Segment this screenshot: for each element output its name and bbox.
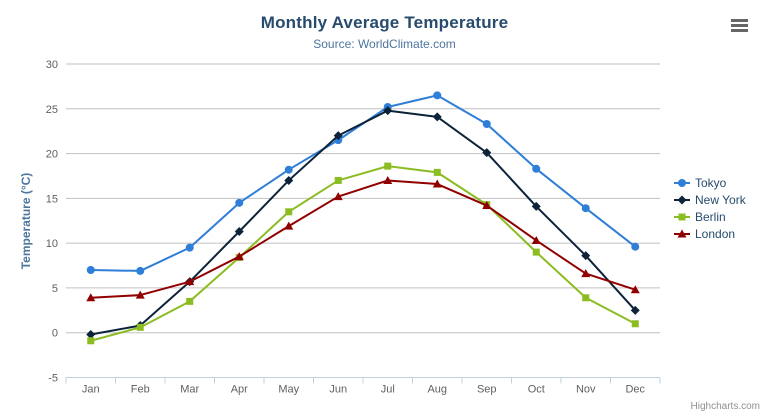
data-point-london[interactable]	[630, 285, 640, 294]
export-menu-button[interactable]	[731, 19, 748, 32]
data-point-london[interactable]	[185, 277, 195, 286]
series-line-tokyo[interactable]	[89, 94, 637, 272]
data-point-tokyo[interactable]	[631, 242, 640, 251]
data-point-tokyo[interactable]	[433, 91, 442, 100]
data-point-new-york[interactable]	[86, 330, 96, 340]
data-point-berlin[interactable]	[285, 208, 293, 216]
legend-item-label: Tokyo	[695, 176, 727, 190]
x-axis-tick-label: Aug	[427, 384, 447, 396]
highcharts-credits[interactable]: Highcharts.com	[690, 401, 760, 412]
legend-item-label: London	[695, 227, 736, 241]
x-axis-tick-label: May	[278, 384, 299, 396]
circle-marker-icon	[674, 179, 690, 187]
data-point-berlin[interactable]	[186, 297, 194, 305]
y-axis-tick-label: -5	[48, 373, 58, 385]
y-axis-tick-label: 20	[46, 149, 58, 161]
legend-item-london[interactable]: London	[674, 227, 746, 241]
data-point-tokyo[interactable]	[532, 164, 541, 173]
x-axis-tick-label: Apr	[231, 384, 248, 396]
legend-item-tokyo[interactable]: Tokyo	[674, 176, 746, 190]
x-axis-tick-label: Nov	[576, 384, 596, 396]
hamburger-icon	[731, 24, 748, 27]
data-point-new-york[interactable]	[383, 106, 393, 116]
x-axis-tick-label: Sep	[477, 384, 497, 396]
data-point-london[interactable]	[482, 201, 492, 210]
data-point-london[interactable]	[284, 221, 294, 230]
data-point-london[interactable]	[383, 175, 393, 184]
series-line-london[interactable]	[89, 179, 637, 299]
data-point-london[interactable]	[86, 293, 96, 302]
legend-marker	[677, 229, 687, 238]
y-axis-tick-label: 0	[52, 328, 58, 340]
data-point-berlin[interactable]	[136, 323, 144, 331]
series-line-berlin[interactable]	[89, 165, 637, 342]
legend-marker	[677, 195, 687, 205]
data-point-new-york[interactable]	[482, 148, 492, 158]
x-axis-tick-label: Mar	[180, 384, 199, 396]
legend-marker	[678, 213, 686, 221]
x-axis-tick-label: Jun	[329, 384, 347, 396]
data-point-new-york[interactable]	[432, 112, 442, 122]
data-point-berlin[interactable]	[631, 320, 639, 328]
y-axis-tick-label: 10	[46, 238, 58, 250]
data-point-new-york[interactable]	[531, 201, 541, 211]
data-point-berlin[interactable]	[532, 248, 540, 256]
hamburger-icon	[731, 19, 748, 22]
data-point-london[interactable]	[432, 179, 442, 188]
data-point-new-york[interactable]	[630, 305, 640, 315]
data-point-berlin[interactable]	[384, 162, 392, 170]
legend: Tokyo New York Berlin London	[674, 176, 746, 241]
data-point-london[interactable]	[531, 235, 541, 244]
legend-item-berlin[interactable]: Berlin	[674, 210, 746, 224]
y-axis-tick-label: 30	[46, 59, 58, 71]
triangle-marker-icon	[674, 229, 690, 238]
legend-item-new-york[interactable]: New York	[674, 193, 746, 207]
data-point-tokyo[interactable]	[136, 266, 145, 275]
chart-title: Monthly Average Temperature	[260, 13, 509, 32]
data-point-berlin[interactable]	[433, 168, 441, 176]
y-axis-tick-label: 5	[52, 283, 58, 295]
hamburger-icon	[731, 29, 748, 32]
data-point-berlin[interactable]	[334, 176, 342, 184]
square-marker-icon	[674, 213, 690, 221]
x-axis-tick-label: Oct	[528, 384, 545, 396]
data-point-new-york[interactable]	[234, 226, 244, 236]
data-point-new-york[interactable]	[333, 131, 343, 141]
data-point-london[interactable]	[234, 252, 244, 261]
x-axis-tick-label: Feb	[131, 384, 150, 396]
diamond-marker-icon	[674, 195, 690, 205]
x-axis-tick-label: Jan	[82, 384, 100, 396]
x-axis-tick-label: Jul	[381, 384, 395, 396]
data-point-new-york[interactable]	[284, 175, 294, 185]
data-point-tokyo[interactable]	[86, 266, 95, 275]
data-point-tokyo[interactable]	[482, 120, 491, 129]
data-point-tokyo[interactable]	[581, 204, 590, 213]
data-point-tokyo[interactable]	[284, 165, 293, 174]
legend-marker	[678, 179, 686, 187]
legend-item-label: New York	[695, 193, 746, 207]
data-point-london[interactable]	[333, 192, 343, 201]
data-point-tokyo[interactable]	[185, 243, 194, 252]
y-axis-tick-label: 25	[46, 104, 58, 116]
data-point-london[interactable]	[581, 269, 591, 278]
data-point-tokyo[interactable]	[235, 198, 244, 207]
x-axis-tick-label: Dec	[625, 384, 645, 396]
chart-subtitle: Source: WorldClimate.com	[313, 37, 456, 51]
data-point-berlin[interactable]	[582, 294, 590, 302]
legend-item-label: Berlin	[695, 210, 726, 224]
y-axis-tick-label: 15	[46, 193, 58, 205]
series-line-new-york[interactable]	[89, 109, 637, 336]
data-point-berlin[interactable]	[87, 337, 95, 345]
data-point-new-york[interactable]	[581, 251, 591, 261]
data-point-london[interactable]	[135, 290, 145, 299]
